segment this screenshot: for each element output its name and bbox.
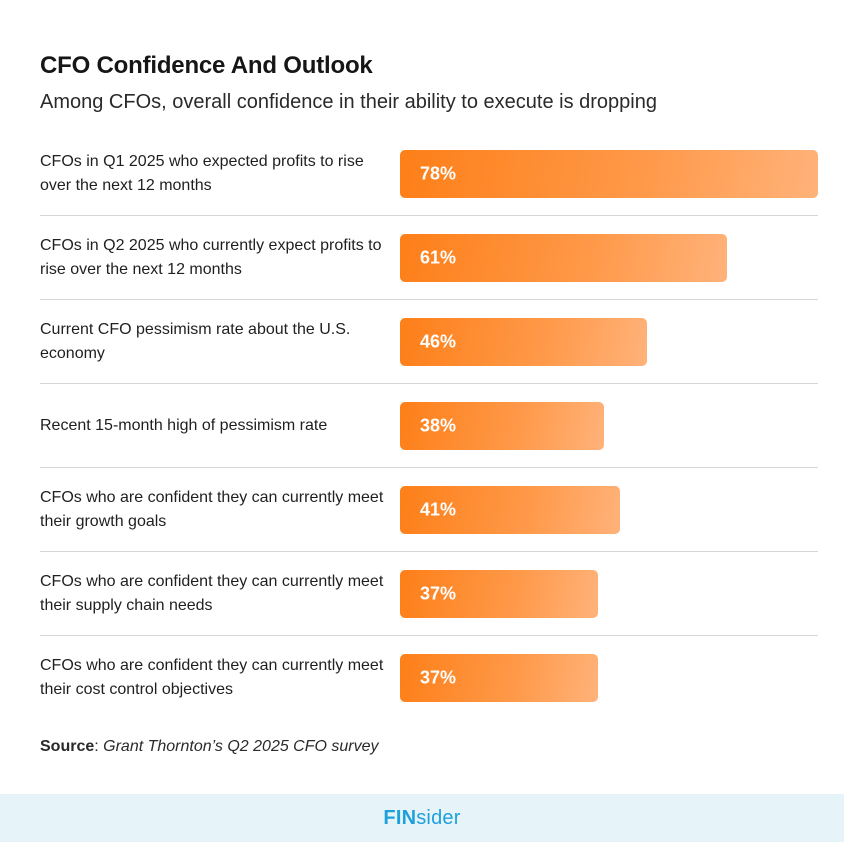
bar-row: Recent 15-month high of pessimism rate 38… <box>40 384 818 468</box>
bar-chart: CFOs in Q1 2025 who expected profits to … <box>40 132 818 720</box>
chart-subtitle: Among CFOs, overall confidence in their … <box>40 91 657 113</box>
bar: 46% <box>400 318 647 366</box>
bar: 38% <box>400 402 604 450</box>
source-label: Source <box>40 738 95 755</box>
bar: 41% <box>400 486 620 534</box>
bar-category-label: Recent 15-month high of pessimism rate <box>40 417 328 434</box>
bar-value-label: 38% <box>420 415 457 436</box>
bar-row: CFOs in Q2 2025 who currently expect pro… <box>40 216 818 300</box>
bar-value-label: 37% <box>420 583 457 604</box>
bar: 37% <box>400 570 598 618</box>
logo-text-bold: FIN <box>383 806 417 829</box>
chart-title: CFO Confidence And Outlook <box>40 52 373 79</box>
bar-row: CFOs who are confident they can currentl… <box>40 468 818 552</box>
bar-category-label: CFOs who are confident they can currentl… <box>40 657 384 698</box>
bar-value-label: 46% <box>420 331 457 352</box>
bar: 78% <box>400 150 818 198</box>
bar-category-label: CFOs who are confident they can currentl… <box>40 573 384 614</box>
bar-category-label: CFOs in Q2 2025 who currently expect pro… <box>40 237 382 278</box>
bar-value-label: 61% <box>420 247 457 268</box>
bar-value-label: 37% <box>420 667 457 688</box>
bar-row: CFOs who are confident they can currentl… <box>40 636 818 720</box>
bar: 61% <box>400 234 727 282</box>
source-note: Source: Grant Thornton’s Q2 2025 CFO sur… <box>40 738 379 756</box>
logo-text-light: sider <box>416 806 461 829</box>
bar-category-label: CFOs who are confident they can currentl… <box>40 489 384 530</box>
bar: 37% <box>400 654 598 702</box>
bar-value-label: 78% <box>420 163 457 184</box>
footer-bar: FINsider <box>0 794 844 842</box>
bar-row: CFOs in Q1 2025 who expected profits to … <box>40 132 818 216</box>
bar-row: Current CFO pessimism rate about the U.S… <box>40 300 818 384</box>
source-text: Grant Thornton’s Q2 2025 CFO survey <box>103 738 379 755</box>
finsider-logo[interactable]: FINsider <box>383 807 460 830</box>
bar-value-label: 41% <box>420 499 457 520</box>
bar-category-label: CFOs in Q1 2025 who expected profits to … <box>40 153 364 194</box>
bar-row: CFOs who are confident they can currentl… <box>40 552 818 636</box>
bar-category-label: Current CFO pessimism rate about the U.S… <box>40 321 351 362</box>
source-separator: : <box>94 738 104 755</box>
